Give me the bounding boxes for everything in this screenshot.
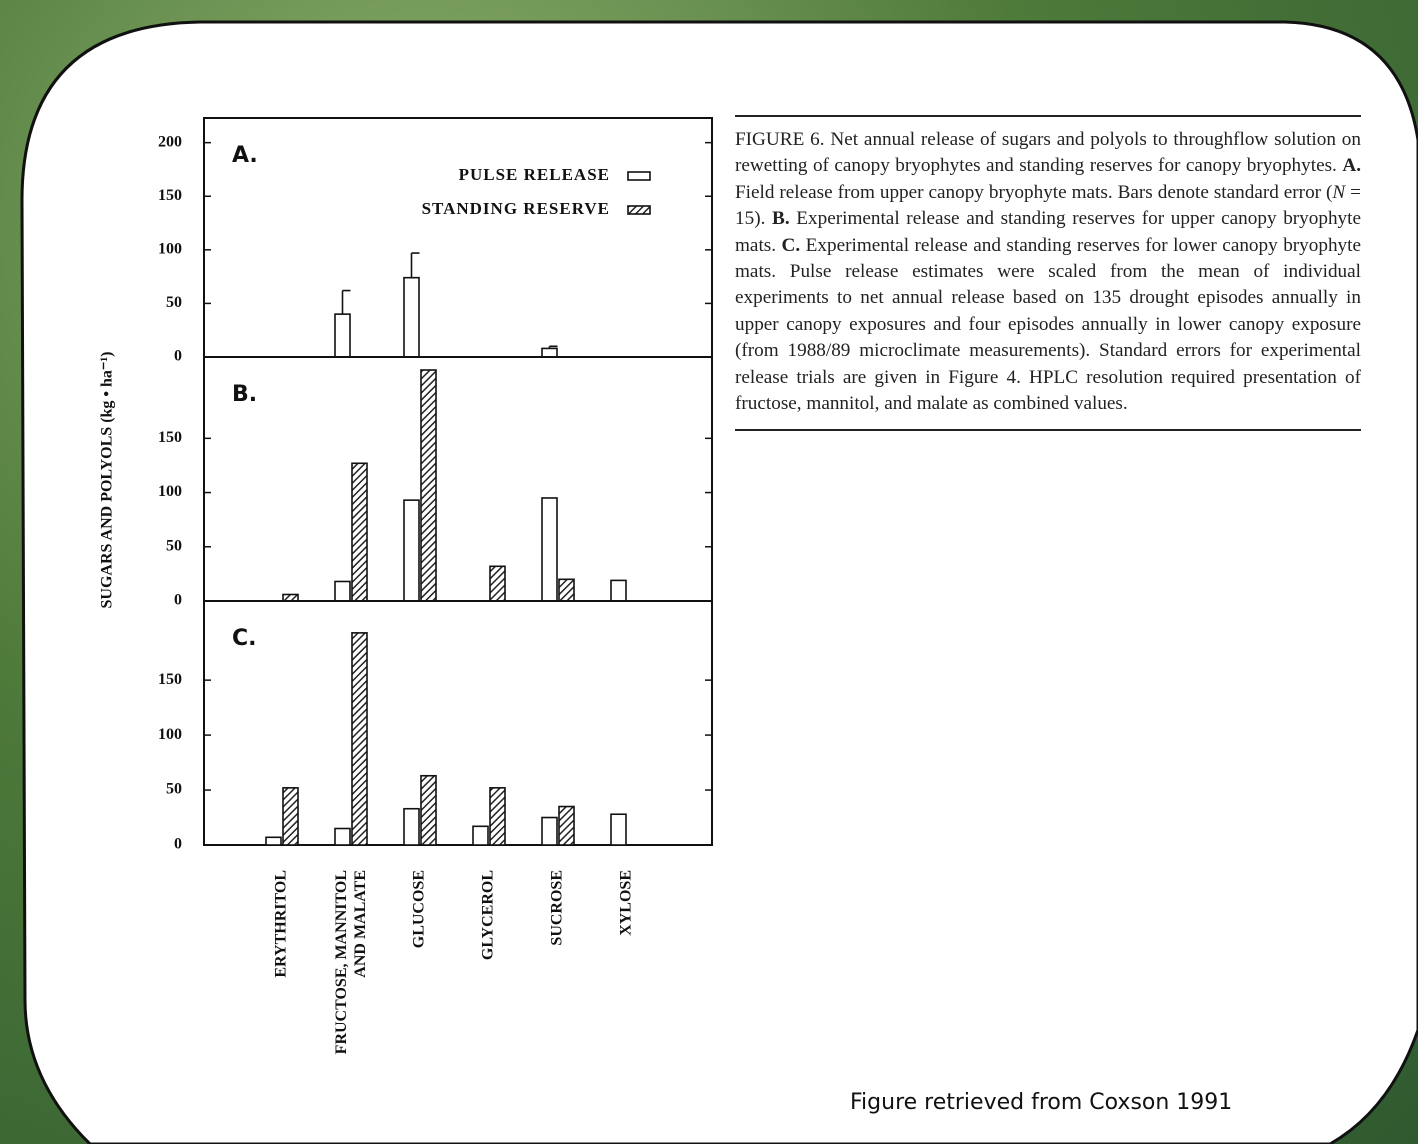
caption-symbol: N	[1332, 182, 1345, 203]
caption: FIGURE 6. Net annual release of sugars a…	[735, 115, 1361, 431]
y-axis-label: SUGARS AND POLYOLS (kg • ha⁻¹)	[99, 352, 116, 609]
bar	[266, 837, 281, 845]
x-tick-label: ERYTHRITOL	[273, 870, 290, 978]
bar	[490, 566, 505, 601]
bar	[404, 809, 419, 845]
bar	[542, 348, 557, 357]
y-tick-label: 0	[174, 836, 182, 853]
y-tick-label: 150	[158, 671, 182, 688]
bar	[335, 829, 350, 845]
footer: Figure retrieved from Coxson 1991	[850, 1090, 1232, 1115]
bar	[421, 776, 436, 845]
bar	[352, 633, 367, 845]
bar	[559, 807, 574, 845]
x-tick-line: AND MALATE	[352, 870, 369, 981]
y-tick-label: 200	[158, 133, 182, 150]
bar	[611, 580, 626, 601]
y-tick-label: 50	[166, 294, 182, 311]
bar	[335, 581, 350, 601]
x-tick-label: GLYCEROL	[480, 870, 497, 960]
y-tick-label: 50	[166, 781, 182, 798]
x-tick-label: SUCROSE	[549, 870, 566, 946]
bar	[490, 788, 505, 845]
bar	[611, 814, 626, 845]
y-tick-label: 50	[166, 537, 182, 554]
bar	[542, 498, 557, 601]
y-tick-label: 100	[158, 240, 182, 257]
bar	[352, 463, 367, 601]
bar	[473, 826, 488, 845]
caption-label: A.	[1342, 155, 1361, 176]
legend-swatch	[628, 206, 650, 214]
legend-label: PULSE RELEASE	[459, 165, 610, 184]
caption-heading: FIGURE 6.	[735, 129, 825, 150]
bar	[404, 278, 419, 357]
bar	[283, 788, 298, 845]
y-tick-label: 150	[158, 187, 182, 204]
caption-label: B.	[772, 208, 790, 229]
y-tick-label: 100	[158, 726, 182, 743]
y-tick-label: 0	[174, 592, 182, 609]
bar	[542, 818, 557, 845]
bar	[421, 370, 436, 601]
caption-text: Net annual release of sugars and polyols…	[735, 129, 1361, 176]
panel-label: B.	[232, 382, 257, 407]
x-tick-line: FRUCTOSE, MANNITOL	[333, 870, 350, 1054]
legend-swatch	[628, 172, 650, 180]
bar	[404, 500, 419, 601]
y-tick-label: 0	[174, 348, 182, 365]
caption-text: Experimental release and standing reserv…	[735, 235, 1361, 414]
legend-label: STANDING RESERVE	[422, 199, 610, 218]
panel-label: A.	[232, 143, 258, 168]
x-tick-label: GLUCOSE	[411, 870, 428, 948]
panel-label: C.	[232, 626, 257, 651]
bar	[559, 579, 574, 601]
page: SUGARS AND POLYOLS (kg • ha⁻¹) 0 50 100 150…	[0, 0, 1418, 1144]
y-tick-label: 100	[158, 483, 182, 500]
x-tick-label: XYLOSE	[618, 870, 635, 936]
bar	[335, 314, 350, 357]
y-tick-label: 150	[158, 429, 182, 446]
caption-text: Field release from upper canopy bryophyt…	[735, 182, 1332, 203]
caption-label: C.	[782, 235, 801, 256]
